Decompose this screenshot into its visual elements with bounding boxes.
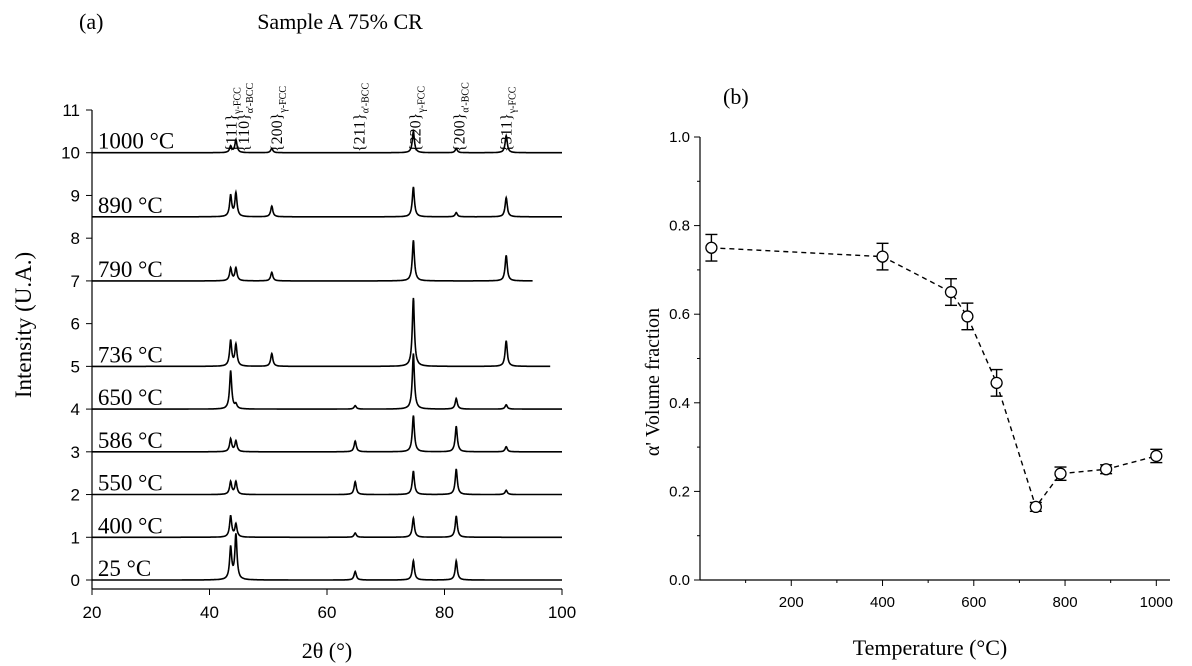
panel-a-y-tick-label: 8 — [71, 229, 80, 248]
panel-b-y-tick-label: 0.0 — [669, 572, 690, 589]
panel-a-x-tick-label: 40 — [200, 603, 219, 622]
panel-a-xrd-chart: (a) Sample A 75% CR Intensity (U.A.) 2θ … — [11, 9, 576, 663]
panel-a-axes: 0 1 2 3 4 5 6 7 8 9 10 11 20 40 60 80 100 — [61, 101, 576, 622]
panel-a-y-tick-label: 0 — [71, 571, 80, 590]
peak-label: {200}γ-FCC — [269, 86, 289, 152]
data-point — [1054, 467, 1067, 480]
panel-a-y-tick-label: 11 — [62, 101, 80, 120]
xrd-pattern-890c — [92, 186, 562, 218]
panel-a-x-tick-label: 60 — [318, 603, 337, 622]
peak-label: {211}α'-BCC — [352, 83, 372, 152]
peak-label: {311}γ-FCC — [499, 86, 519, 152]
series-label-736c: 736 °C — [98, 342, 163, 367]
xrd-pattern-1000c — [92, 128, 562, 154]
data-point — [944, 285, 958, 299]
panel-b-y-tick-label: 0.6 — [669, 306, 690, 323]
panel-a-series-group: 25 °C 400 °C 550 °C 586 °C 650 °C 736 °C 790 °… — [92, 128, 562, 581]
data-point — [1029, 500, 1042, 514]
panel-a-y-tick-label: 10 — [61, 144, 80, 163]
panel-b-x-tick-label: 600 — [961, 594, 986, 611]
panel-a-y-tick-label: 3 — [71, 443, 80, 462]
panel-a-y-tick-label: 4 — [71, 400, 80, 419]
xrd-pattern-790c — [92, 240, 533, 282]
panel-b-label: (b) — [723, 84, 749, 109]
panel-b-y-tick-label: 0.2 — [669, 483, 690, 500]
xrd-pattern-25c — [92, 533, 562, 581]
data-point — [1099, 463, 1113, 476]
panel-b-dashed-line — [711, 247, 1157, 509]
panel-b-y-tick-label: 1.0 — [669, 129, 690, 146]
data-point — [990, 376, 1003, 390]
panel-a-label: (a) — [79, 9, 103, 34]
panel-b-plot-area — [705, 233, 1163, 514]
panel-a-title: Sample A 75% CR — [257, 9, 423, 34]
panel-b-y-tick-label: 0.8 — [669, 218, 690, 235]
panel-a-y-tick-label: 7 — [71, 272, 80, 291]
series-label-1000c: 1000 °C — [98, 129, 174, 154]
data-point — [1150, 449, 1163, 463]
panel-a-x-tick-label: 80 — [435, 603, 454, 622]
xrd-pattern-650c — [92, 353, 562, 410]
panel-a-y-tick-label: 2 — [71, 486, 80, 505]
panel-a-y-tick-label: 9 — [71, 186, 80, 205]
series-label-400c: 400 °C — [98, 513, 163, 538]
panel-b-x-tick-label: 1000 — [1140, 594, 1173, 611]
panel-a-y-tick-label: 1 — [71, 528, 80, 547]
data-point — [705, 241, 718, 254]
peak-label: {220}γ-FCC — [408, 86, 428, 152]
series-label-890c: 890 °C — [98, 193, 163, 218]
panel-a-y-axis-label: Intensity (U.A.) — [11, 252, 36, 398]
data-point — [961, 310, 974, 323]
panel-b-x-axis-label: Temperature (°C) — [853, 635, 1007, 660]
panel-a-x-axis-label: 2θ (°) — [302, 638, 353, 663]
panel-a-y-tick-label: 6 — [71, 315, 80, 334]
panel-b-x-tick-label: 400 — [870, 594, 895, 611]
series-label-550c: 550 °C — [98, 471, 163, 496]
panel-b-axes: 0.0 0.2 0.4 0.6 0.8 1.0 200 400 600 800 1000 — [669, 129, 1173, 611]
series-label-25c: 25 °C — [98, 556, 151, 581]
peak-label: {111}γ-FCC — [224, 87, 244, 152]
xrd-pattern-550c — [92, 468, 562, 496]
panel-a-x-tick-label: 100 — [548, 603, 576, 622]
peak-label: {200}α'-BCC — [452, 82, 472, 152]
panel-a-peak-labels: {111}γ-FCC{110}α'-BCC {200}γ-FCC {211}α'-B… — [224, 82, 519, 152]
series-label-790c: 790 °C — [98, 257, 163, 282]
xrd-pattern-586c — [92, 415, 562, 453]
panel-b-x-tick-label: 200 — [779, 594, 804, 611]
panel-b-volume-fraction-chart: (b) α' Volume fraction Temperature (°C) … — [642, 84, 1173, 660]
panel-b-y-tick-label: 0.4 — [669, 395, 690, 412]
panel-a-y-tick-label: 5 — [71, 357, 80, 376]
panel-b-y-axis-label: α' Volume fraction — [642, 308, 664, 456]
peak-label: {110}α'-BCC — [236, 83, 256, 152]
series-label-586c: 586 °C — [98, 428, 163, 453]
xrd-pattern-400c — [92, 514, 562, 539]
panel-a-x-tick-label: 20 — [83, 603, 102, 622]
data-point — [876, 250, 889, 263]
panel-b-x-tick-label: 800 — [1053, 594, 1078, 611]
xrd-pattern-736c — [92, 297, 551, 368]
series-label-650c: 650 °C — [98, 385, 163, 410]
